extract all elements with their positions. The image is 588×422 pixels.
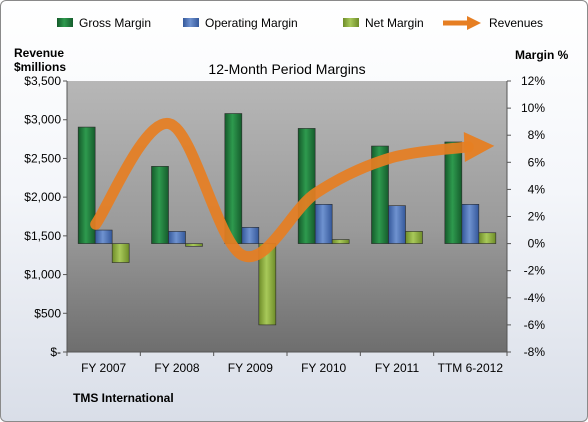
left-tick-label: $500 [34, 306, 61, 320]
bar-gross-margin [77, 126, 96, 244]
right-tick-label: -6% [524, 318, 546, 332]
company-name: TMS International [73, 391, 174, 405]
revenue-line [90, 118, 495, 263]
right-axis-label: Margin % [515, 48, 569, 62]
bar-net-margin [331, 239, 350, 244]
right-tick-label: 12% [521, 74, 545, 88]
left-tick-label: $- [50, 345, 61, 359]
bar-operating-margin [388, 205, 406, 244]
legend-swatch-gross [57, 18, 73, 27]
category-label: FY 2010 [301, 361, 346, 375]
category-label: TTM 6-2012 [438, 361, 504, 375]
left-tick-label: $1,000 [24, 268, 61, 282]
bar-marks [77, 113, 497, 326]
bar-gross-margin [151, 166, 169, 244]
right-tick-label: -8% [524, 345, 546, 359]
left-tick-label: $3,000 [24, 113, 61, 127]
bar-operating-margin [168, 231, 186, 244]
bar-gross-margin [444, 141, 463, 244]
right-tick-label: 0% [528, 237, 546, 251]
left-ticks: $- $500 $1,000 $1,500 $2,000 $2,500 $3,000 $3,5… [24, 74, 67, 359]
right-tick-label: 10% [521, 101, 545, 115]
bar-gross-margin [224, 113, 243, 244]
left-tick-label: $2,000 [24, 190, 61, 204]
x-ticks: FY 2007 FY 2008 FY 2009 FY 2010 FY 2011 TTM 6… [66, 352, 508, 375]
bar-operating-margin [461, 204, 480, 244]
right-tick-label: 8% [528, 128, 546, 142]
legend-net-margin: Net Margin [365, 16, 424, 30]
category-label: FY 2009 [228, 361, 273, 375]
right-tick-label: 2% [528, 210, 546, 224]
bar-gross-margin [371, 145, 389, 244]
legend: Gross Margin Operating Margin Net Margin… [57, 16, 543, 30]
bar-operating-margin [94, 229, 113, 244]
bar-gross-margin [297, 128, 316, 244]
chart-title: 12-Month Period Margins [208, 61, 365, 77]
legend-swatch-operating [183, 18, 199, 27]
bar-net-margin [111, 243, 130, 263]
legend-gross-margin: Gross Margin [79, 16, 151, 30]
bar-net-margin [478, 232, 497, 244]
bar-net-margin [405, 231, 423, 244]
bar-operating-margin [314, 204, 333, 244]
bar-net-margin [185, 243, 203, 247]
right-tick-label: 6% [528, 155, 546, 169]
right-tick-label: -2% [524, 264, 546, 278]
legend-revenues-arrow-icon [443, 16, 481, 30]
revenue-line-path [90, 118, 474, 263]
legend-revenues: Revenues [489, 16, 543, 30]
category-label: FY 2011 [375, 361, 420, 375]
revenue-arrow-head [463, 131, 495, 162]
right-tick-label: -4% [524, 291, 546, 305]
right-ticks: -8% -6% -4% -2% 0% 2% 4% 6% 8% 10% 12% [507, 74, 545, 359]
left-axis-label-line1: Revenue [14, 46, 64, 60]
bar-operating-margin [241, 227, 260, 244]
left-tick-label: $1,500 [24, 229, 61, 243]
right-tick-label: 4% [528, 182, 546, 196]
legend-swatch-net [343, 18, 359, 27]
left-axis-label-line2: $millions [14, 60, 66, 74]
legend-operating-margin: Operating Margin [205, 16, 298, 30]
left-tick-label: $3,500 [24, 74, 61, 88]
category-label: FY 2007 [81, 361, 126, 375]
category-label: FY 2008 [154, 361, 199, 375]
left-tick-label: $2,500 [24, 151, 61, 165]
